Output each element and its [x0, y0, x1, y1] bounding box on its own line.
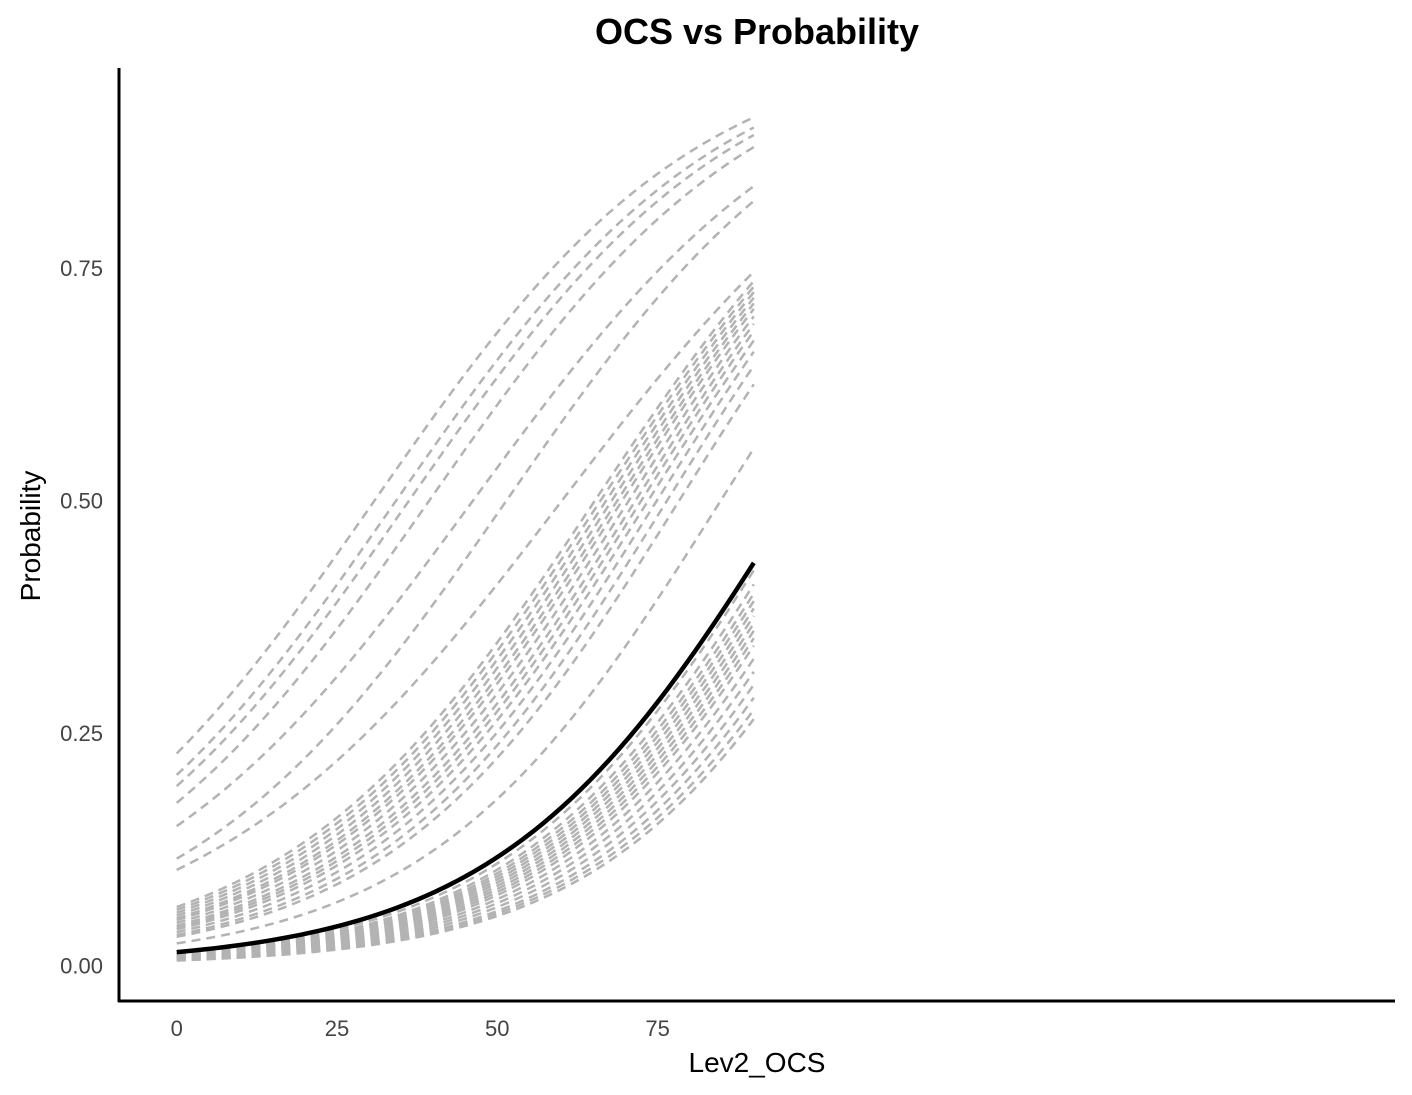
y-tick-label: 0.75 [60, 256, 103, 281]
individual-series-line-32 [176, 670, 755, 961]
individual-series-line-25 [176, 607, 755, 958]
individual-series-line-1 [175, 126, 755, 776]
individual-series-line-16 [176, 339, 755, 931]
individual-series-line-9 [176, 291, 755, 914]
y-axis-label: Probability [15, 471, 46, 602]
individual-series-line-21 [176, 569, 755, 955]
individual-series-line-8 [176, 285, 755, 912]
individual-series-line-20 [176, 447, 755, 945]
individual-series-line-0 [175, 116, 755, 755]
individual-series-line-23 [176, 592, 755, 957]
individual-series-line-2 [175, 133, 755, 788]
chart-title: OCS vs Probability [595, 11, 919, 52]
individual-series-line-7 [176, 280, 755, 909]
individual-series-line-10 [176, 296, 755, 917]
individual-series-line-19 [176, 383, 755, 939]
individual-series-line-18 [176, 364, 755, 937]
individual-series-line-36 [176, 718, 755, 962]
x-axis-ticks: 0 25 50 75 [171, 1016, 670, 1041]
individual-series-line-26 [176, 615, 755, 958]
y-tick-label: 0.25 [60, 721, 103, 746]
individual-series-line-13 [176, 315, 755, 925]
individual-series-line-11 [176, 302, 755, 920]
individual-series-line-14 [176, 323, 755, 927]
y-tick-label: 0.50 [60, 489, 103, 514]
individual-series-line-17 [176, 350, 755, 934]
individual-series-line-5 [176, 200, 755, 860]
individual-series-line-12 [176, 308, 755, 922]
individual-series-line-15 [176, 330, 755, 929]
individual-series-line-35 [176, 709, 755, 962]
individual-series-line-6 [176, 270, 755, 871]
individual-series-line-3 [175, 146, 755, 804]
x-tick-label: 25 [325, 1016, 349, 1041]
y-tick-label: 0.00 [60, 954, 103, 979]
x-tick-label: 75 [645, 1016, 669, 1041]
x-axis-label: Lev2_OCS [689, 1047, 826, 1078]
x-tick-label: 0 [171, 1016, 183, 1041]
individual-series-line-4 [175, 185, 755, 828]
average-series-line [176, 561, 756, 955]
x-tick-label: 50 [485, 1016, 509, 1041]
y-axis-ticks: 0.00 0.25 0.50 0.75 [60, 256, 103, 979]
plot-lines [175, 116, 756, 962]
